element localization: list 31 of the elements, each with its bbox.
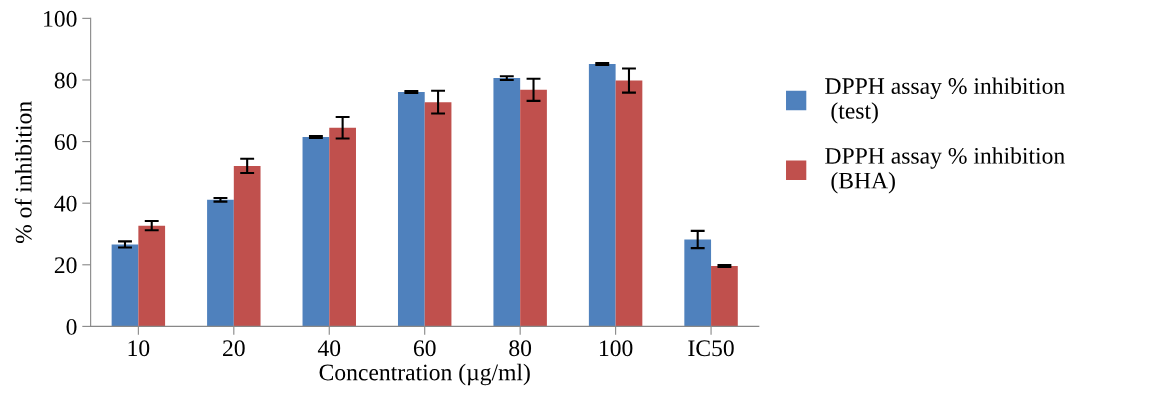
y-tick-label: 60 [54,134,77,150]
y-tick-label: 40 [54,195,77,212]
y-axis-title: % of inhibition [14,101,32,244]
bar [329,127,356,327]
y-tick-label: 100 [44,10,77,27]
legend-label: DPPH assay % inhibition (test) [825,77,1065,124]
bar [397,91,425,327]
x-tick-label: 100 [599,340,633,357]
y-tick-label: 0 [66,318,77,335]
x-tick-label: 10 [128,340,150,357]
bar [684,239,712,327]
bar [138,225,166,327]
bar [711,266,738,327]
x-axis-title: Concentration (µg/ml) [319,363,530,386]
y-tick-label: 80 [54,72,77,89]
bar [493,78,521,327]
bar [424,102,452,327]
x-tick-label: 20 [223,340,245,357]
x-tick-label: 40 [317,340,341,357]
y-tick-label: 20 [54,257,77,274]
bar [207,199,234,327]
bar [588,63,616,327]
x-tick-label: 60 [413,340,436,357]
bar [615,80,643,327]
x-tick-label: IC50 [688,340,734,357]
bar [233,165,261,327]
bar [111,244,139,327]
bar [520,89,547,327]
legend-label: DPPH assay % inhibition (BHA) [825,147,1065,194]
x-tick-label: 80 [509,340,532,357]
bar [302,136,330,327]
